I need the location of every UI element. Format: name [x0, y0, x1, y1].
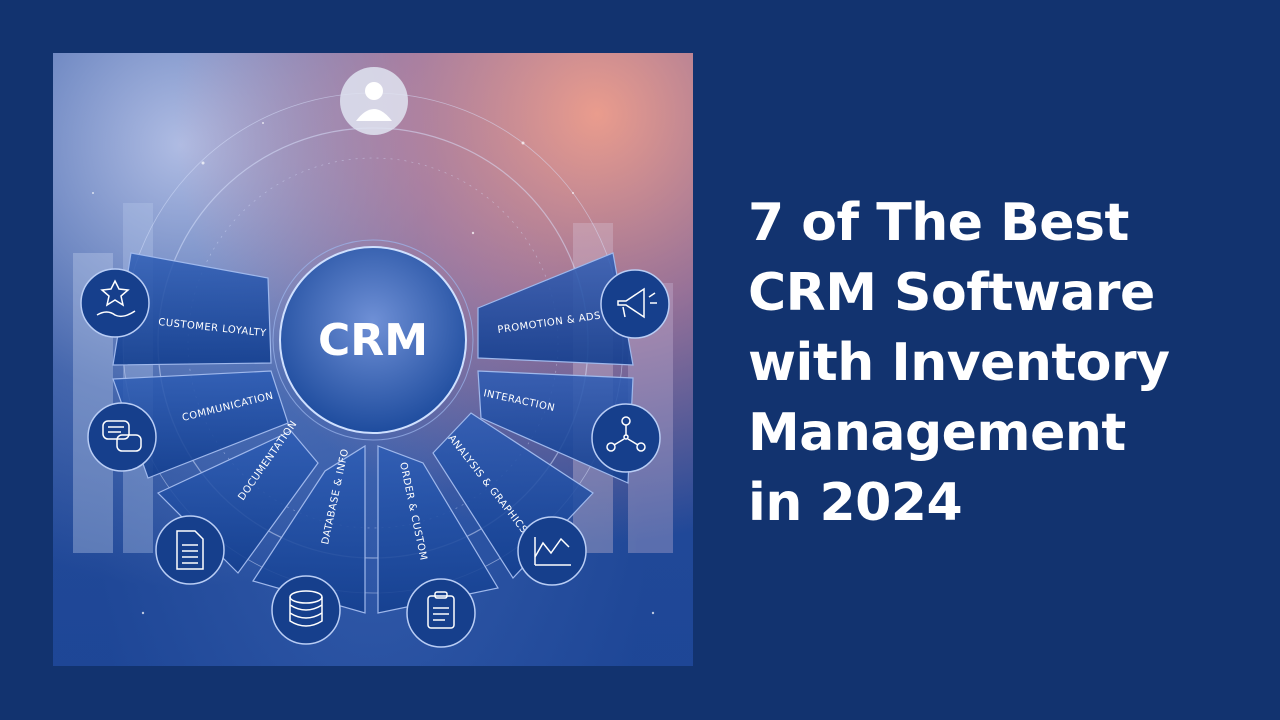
clipboard-icon — [406, 578, 476, 648]
wheel-segments — [112, 252, 634, 614]
network-people-icon — [591, 403, 661, 473]
title-line: 7 of The Best — [748, 193, 1129, 253]
crm-center-label: CRM — [318, 315, 428, 366]
segment-promotion-ads — [477, 252, 634, 366]
sparkles — [92, 122, 655, 615]
crm-center-circle — [279, 246, 467, 434]
title-line: CRM Software — [748, 263, 1155, 323]
segment-order-custom — [377, 445, 499, 614]
segment-analysis-graphics — [432, 412, 594, 579]
chat-bubbles-icon — [87, 402, 157, 472]
user-icon — [340, 67, 408, 135]
megaphone-icon — [600, 269, 670, 339]
star-hand-icon — [80, 268, 150, 338]
database-icon — [271, 575, 341, 645]
hero-image: CUSTOMER LOYALTY COMMUNICATION DOCUMENTA… — [53, 53, 693, 666]
title-line: Management — [748, 403, 1126, 463]
page-title: 7 of The Best CRM Software with Inventor… — [748, 188, 1218, 538]
document-icon — [155, 515, 225, 585]
crm-wheel-illustration: CUSTOMER LOYALTY COMMUNICATION DOCUMENTA… — [73, 67, 673, 648]
segment-interaction — [477, 370, 634, 484]
title-line: with Inventory — [748, 333, 1170, 393]
title-line: in 2024 — [748, 473, 963, 533]
line-chart-icon — [517, 516, 587, 586]
